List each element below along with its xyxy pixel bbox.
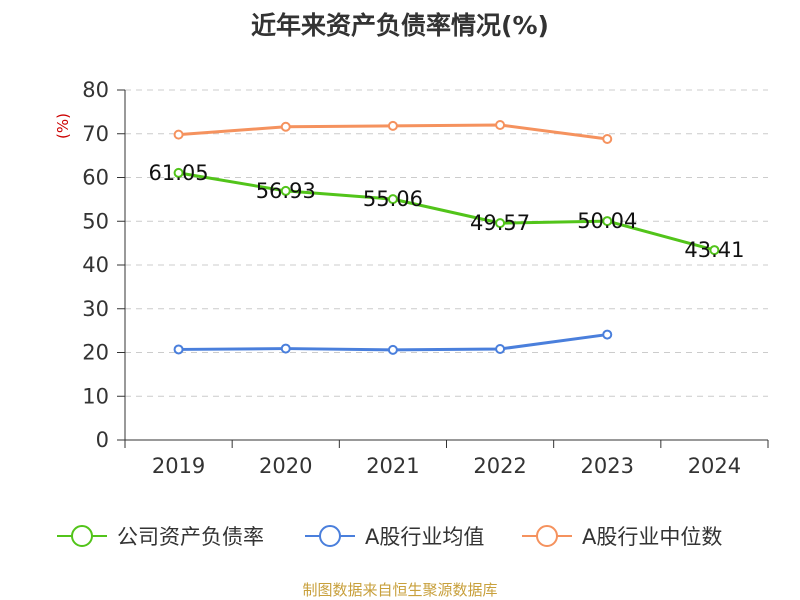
- data-label: 61.05: [149, 161, 209, 185]
- x-tick-label: 2024: [688, 454, 741, 478]
- y-tick-label: 80: [82, 78, 109, 102]
- data-point[interactable]: [280, 343, 291, 354]
- data-label: 49.57: [470, 211, 530, 235]
- series-group: [173, 120, 720, 355]
- legend-marker: [71, 525, 93, 547]
- data-label: 43.41: [684, 238, 744, 262]
- data-point[interactable]: [387, 344, 398, 355]
- y-tick-label: 40: [82, 253, 109, 277]
- y-tick-label: 10: [82, 384, 109, 408]
- y-tick-label: 60: [82, 166, 109, 190]
- x-tick-label: 2023: [581, 454, 634, 478]
- data-point[interactable]: [495, 218, 506, 229]
- data-point[interactable]: [709, 245, 720, 256]
- data-point[interactable]: [495, 344, 506, 354]
- y-tick-label: 70: [82, 122, 109, 146]
- y-tick-label: 0: [96, 428, 109, 452]
- data-point[interactable]: [602, 216, 613, 227]
- data-point[interactable]: [387, 120, 398, 131]
- data-point[interactable]: [602, 134, 613, 144]
- grid-lines: [125, 89, 768, 397]
- data-point[interactable]: [495, 120, 506, 130]
- x-tick-label: 2019: [152, 454, 205, 478]
- y-axis-unit: (%): [54, 113, 72, 139]
- legend-label: 公司资产负债率: [117, 525, 264, 549]
- x-tick-label: 2020: [259, 454, 312, 478]
- axes: 0 10 20 30 40 50 60 70 80 2019 2020 2021 2022 2023 202…: [82, 78, 769, 478]
- legend[interactable]: 公司资产负债率 A股行业均值 A股行业中位数: [57, 525, 722, 549]
- series-line: [178, 171, 715, 252]
- legend-item[interactable]: 公司资产负债率: [57, 525, 264, 549]
- data-point[interactable]: [387, 194, 398, 205]
- y-tick-label: 50: [82, 209, 109, 233]
- legend-marker: [536, 525, 558, 547]
- data-point[interactable]: [280, 121, 291, 132]
- y-tick-label: 20: [82, 341, 109, 365]
- data-point[interactable]: [280, 185, 291, 196]
- chart-title: 近年来资产负债率情况(%): [251, 11, 549, 40]
- legend-item[interactable]: A股行业中位数: [522, 525, 722, 549]
- data-point[interactable]: [173, 167, 184, 178]
- data-label: 50.04: [577, 209, 637, 233]
- data-label: 55.06: [363, 187, 423, 211]
- x-tick-label: 2022: [473, 454, 526, 478]
- data-point[interactable]: [173, 129, 184, 140]
- data-point[interactable]: [173, 344, 184, 355]
- y-tick-label: 30: [82, 297, 109, 321]
- x-tick-label: 2021: [366, 454, 419, 478]
- data-labels: 61.05 56.93 55.06 49.57 50.04 43.41: [149, 161, 745, 262]
- legend-label: A股行业均值: [365, 525, 484, 549]
- data-label: 56.93: [256, 179, 316, 203]
- data-source-note: 制图数据来自恒生聚源数据库: [302, 581, 497, 599]
- data-point[interactable]: [602, 329, 613, 340]
- legend-item[interactable]: A股行业均值: [305, 525, 484, 549]
- legend-marker: [319, 525, 341, 547]
- legend-label: A股行业中位数: [582, 525, 722, 549]
